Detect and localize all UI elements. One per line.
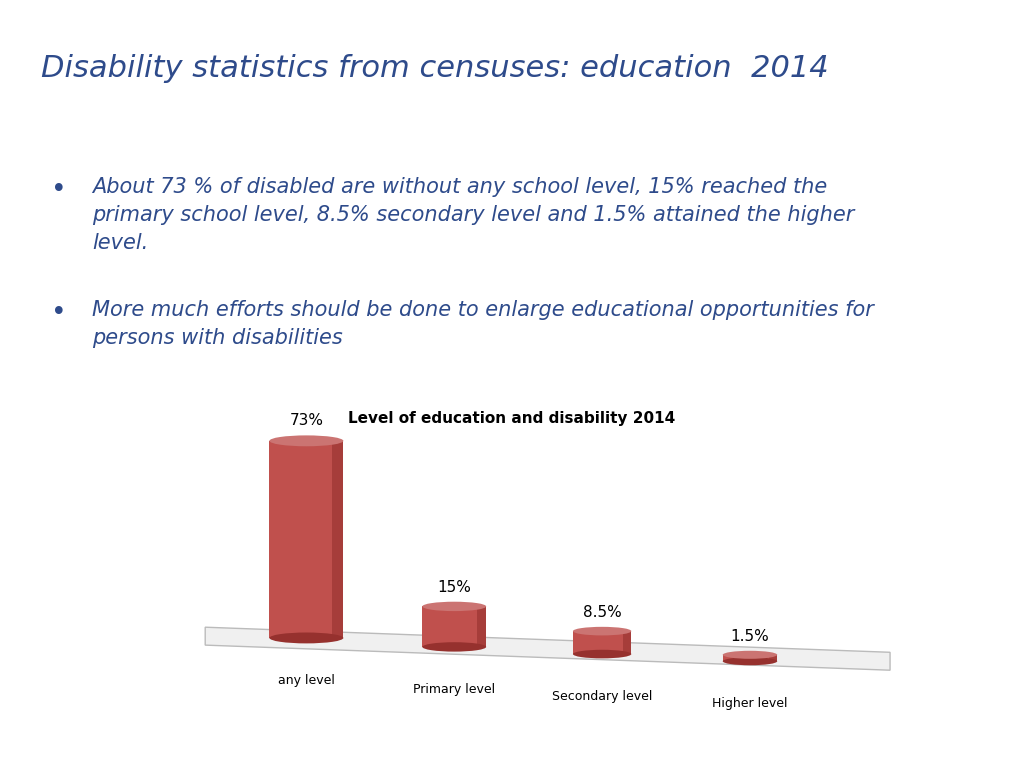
Polygon shape <box>205 627 890 670</box>
Text: Disability statistics from censuses: education  2014: Disability statistics from censuses: edu… <box>41 54 828 83</box>
Text: More much efforts should be done to enlarge educational opportunities for
person: More much efforts should be done to enla… <box>92 300 874 347</box>
Ellipse shape <box>422 601 486 611</box>
Text: any level: any level <box>278 674 335 687</box>
Bar <box>476 607 486 647</box>
Ellipse shape <box>723 650 777 659</box>
Ellipse shape <box>573 627 631 635</box>
Text: Secondary level: Secondary level <box>552 690 652 703</box>
Text: Higher level: Higher level <box>713 697 787 710</box>
Text: •: • <box>51 177 67 203</box>
Bar <box>769 655 777 661</box>
Bar <box>573 631 632 654</box>
Ellipse shape <box>269 435 343 446</box>
Text: 1.5%: 1.5% <box>730 629 769 644</box>
Bar <box>723 655 777 661</box>
Text: •: • <box>51 300 67 326</box>
Text: 8.5%: 8.5% <box>583 604 622 620</box>
Text: Level of education and disability 2014: Level of education and disability 2014 <box>348 411 676 426</box>
Ellipse shape <box>422 642 486 651</box>
Ellipse shape <box>269 633 343 644</box>
Bar <box>332 441 343 638</box>
Ellipse shape <box>573 650 631 658</box>
Bar <box>269 441 343 638</box>
Text: 15%: 15% <box>437 580 471 594</box>
Text: About 73 % of disabled are without any school level, 15% reached the
primary sch: About 73 % of disabled are without any s… <box>92 177 855 253</box>
Bar <box>623 631 631 654</box>
Text: 73%: 73% <box>290 413 324 429</box>
Text: Primary level: Primary level <box>413 683 496 696</box>
Bar <box>422 607 486 647</box>
Ellipse shape <box>723 657 777 665</box>
